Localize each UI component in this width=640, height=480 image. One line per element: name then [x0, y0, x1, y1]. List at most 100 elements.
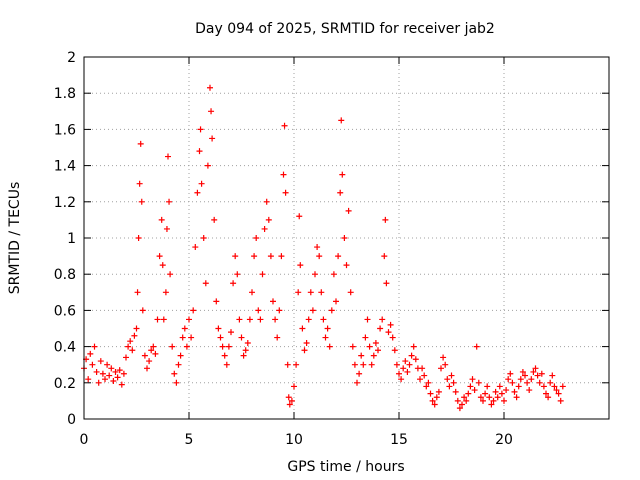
data-point: [410, 343, 417, 350]
data-point: [242, 347, 249, 354]
data-point: [330, 271, 337, 278]
data-points: [81, 84, 566, 412]
data-point: [137, 140, 144, 147]
data-point: [286, 401, 293, 408]
data-point: [236, 316, 243, 323]
data-point: [158, 216, 165, 223]
data-point: [136, 180, 143, 187]
data-point: [370, 352, 377, 359]
data-point: [402, 358, 409, 365]
data-point: [498, 390, 505, 397]
y-tick-label: 1: [67, 231, 76, 247]
data-point: [85, 376, 92, 383]
data-point: [519, 368, 526, 375]
data-point: [146, 358, 153, 365]
data-point: [377, 325, 384, 332]
data-point: [281, 122, 288, 129]
y-tick-label: 1.6: [54, 122, 76, 138]
data-point: [446, 383, 453, 390]
data-point: [108, 365, 115, 372]
data-point: [305, 316, 312, 323]
data-point: [240, 352, 247, 359]
data-point: [381, 253, 388, 260]
data-point: [196, 148, 203, 155]
data-point: [320, 316, 327, 323]
x-tick-label: 0: [80, 432, 89, 448]
data-point: [555, 390, 562, 397]
data-point: [307, 289, 314, 296]
data-point: [480, 397, 486, 404]
data-point: [427, 390, 434, 397]
data-point: [530, 368, 537, 375]
data-point: [511, 388, 518, 395]
data-point: [255, 307, 262, 314]
data-point: [356, 370, 363, 377]
data-point: [505, 376, 512, 383]
data-point: [475, 379, 482, 386]
data-point: [162, 289, 169, 296]
data-point: [408, 352, 415, 359]
data-point: [167, 271, 174, 278]
data-point: [379, 316, 386, 323]
data-point: [188, 334, 195, 341]
data-point: [253, 235, 260, 241]
data-point: [104, 361, 111, 368]
data-point: [179, 334, 186, 341]
data-point: [309, 307, 316, 314]
data-point: [120, 370, 127, 377]
data-point: [156, 253, 163, 260]
data-point: [190, 307, 197, 314]
data-point: [118, 381, 125, 388]
x-tick-label: 20: [495, 432, 513, 448]
y-tick-label: 1.8: [54, 86, 76, 102]
data-point: [465, 390, 472, 397]
data-point: [536, 379, 543, 386]
data-point: [450, 379, 457, 386]
data-point: [192, 244, 199, 251]
plot-frame: [83, 56, 610, 420]
data-point: [532, 365, 539, 372]
y-axis-label: SRMTID / TECUs: [7, 182, 23, 295]
data-point: [391, 347, 398, 354]
data-point: [97, 358, 104, 365]
data-point: [372, 339, 379, 346]
data-point: [202, 280, 209, 287]
data-point: [110, 377, 117, 384]
data-point: [123, 354, 129, 361]
data-point: [354, 379, 360, 386]
data-point: [160, 316, 167, 323]
data-point: [431, 401, 438, 408]
x-tick-label: 10: [285, 432, 303, 448]
data-point: [456, 405, 463, 412]
data-point: [488, 401, 495, 408]
data-point: [274, 334, 281, 341]
data-point: [209, 135, 216, 142]
y-tick-label: 0.2: [54, 376, 76, 392]
data-point: [259, 271, 266, 278]
data-point: [183, 343, 190, 350]
data-point: [513, 394, 520, 401]
data-point: [459, 401, 465, 408]
data-point: [423, 383, 430, 390]
data-point: [175, 361, 182, 368]
data-point: [339, 171, 346, 178]
data-point: [238, 334, 245, 341]
data-point: [169, 343, 176, 350]
data-point: [270, 298, 276, 305]
data-point: [469, 376, 476, 383]
data-point: [106, 372, 113, 379]
data-point: [492, 388, 499, 395]
data-point: [299, 325, 306, 332]
data-point: [333, 298, 339, 305]
data-point: [417, 376, 423, 383]
data-point: [461, 394, 468, 401]
x-tick-label: 15: [390, 432, 408, 448]
data-point: [251, 253, 258, 260]
data-point: [538, 370, 545, 377]
data-point: [267, 253, 274, 260]
data-point: [438, 365, 444, 372]
data-point: [454, 397, 461, 404]
data-point: [412, 356, 419, 363]
data-point: [285, 394, 292, 401]
data-point: [316, 253, 323, 260]
